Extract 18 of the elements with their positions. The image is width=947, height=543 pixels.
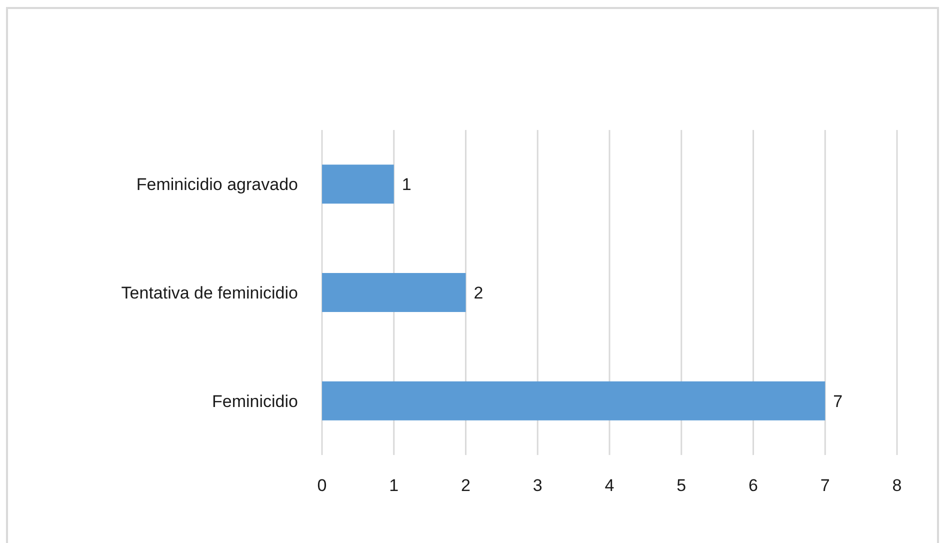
y-tick-label: Feminicidio agravado [136,175,298,194]
x-tick-label: 0 [317,476,327,496]
data-label: 7 [833,392,843,411]
x-tick-label: 2 [461,476,470,496]
bar [322,381,826,420]
x-tick-label: 4 [604,476,614,496]
x-tick-label: 6 [748,476,758,496]
y-tick-label: Tentativa de feminicidio [121,284,298,303]
x-tick-label: 5 [676,476,686,496]
x-tick-label: 7 [820,476,830,496]
bar [322,164,394,204]
x-tick-label: 1 [389,476,399,496]
data-label: 2 [474,284,484,303]
data-label: 1 [402,175,412,194]
x-tick-label: 8 [892,476,902,496]
y-tick-label: Feminicidio [212,392,298,411]
bar [322,273,466,312]
x-tick-label: 3 [532,476,542,496]
